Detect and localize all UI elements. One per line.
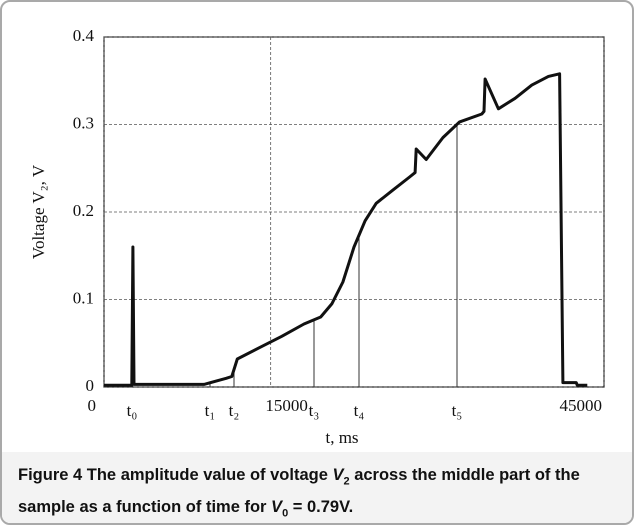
- caption-part: 2: [343, 475, 350, 488]
- annotation-label: t₂: [229, 401, 240, 420]
- x-tick-label: 45000: [560, 396, 603, 415]
- annotation-label: t₀: [127, 401, 138, 420]
- caption-part: across the middle part of the sample as …: [18, 466, 580, 517]
- caption-part: Figure 4: [18, 466, 83, 484]
- annotation-label: t₁: [205, 401, 216, 420]
- annotation-label: t₄: [354, 401, 365, 420]
- x-tick-label: 0: [88, 396, 97, 415]
- data-line: [104, 72, 588, 387]
- x-tick-label: 15000: [265, 396, 308, 415]
- annotation-label: t₅: [452, 401, 463, 420]
- caption-part: 0: [282, 507, 289, 520]
- x-axis-label: t, ms: [325, 428, 358, 447]
- caption-part: V: [332, 466, 344, 484]
- caption-part: The amplitude value of voltage: [82, 466, 333, 484]
- y-tick-label: 0.3: [73, 113, 94, 132]
- y-axis-label: Voltage V₂, V: [29, 164, 48, 259]
- y-tick-label: 0.1: [73, 288, 94, 307]
- chart: t, ms Voltage V₂, V 0 0.1 0.2 0.3 0.4 0 15000 4…: [29, 26, 605, 447]
- y-tick-label: 0.2: [73, 201, 94, 220]
- caption: Figure 4 The amplitude value of voltage …: [2, 452, 632, 523]
- caption-part: V: [271, 498, 283, 517]
- caption-part: = 0.79V.: [288, 498, 354, 517]
- annotation-label: t₃: [309, 401, 320, 420]
- y-tick-label: 0.4: [73, 26, 95, 45]
- y-tick-label: 0: [86, 376, 95, 395]
